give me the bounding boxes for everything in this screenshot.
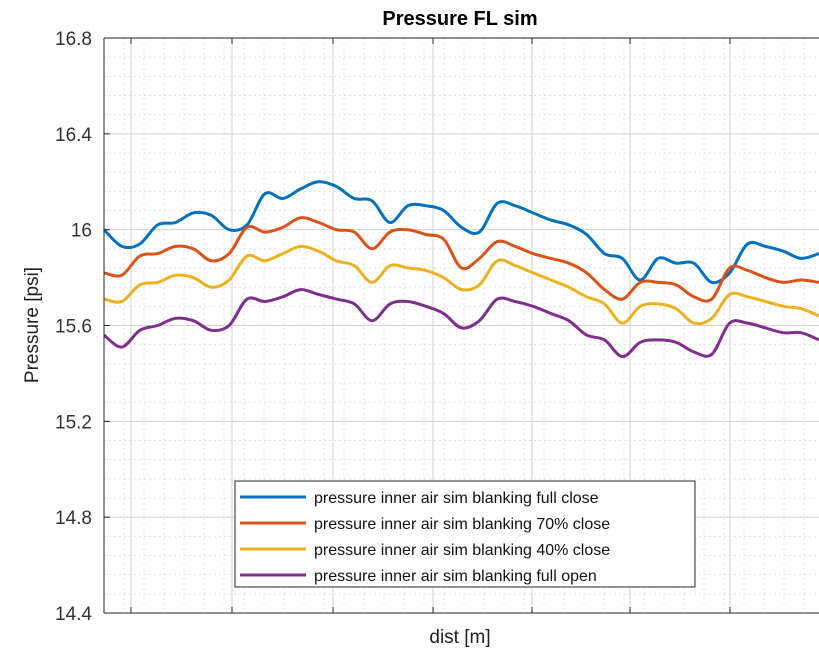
- y-tick-label: 14.4: [55, 604, 92, 625]
- legend-label: pressure inner air sim blanking 70% clos…: [314, 516, 610, 533]
- legend-box: [234, 480, 696, 588]
- y-tick-label: 16.8: [55, 29, 92, 50]
- y-tick-label: 14.8: [55, 508, 92, 529]
- axes: [103, 37, 819, 614]
- y-tick-label: 15.6: [55, 317, 92, 338]
- y-tick-label: 15.2: [55, 412, 92, 433]
- legend-label: pressure inner air sim blanking 40% clos…: [314, 542, 610, 559]
- series-line-4: [103, 288, 819, 359]
- grid-lines: [104, 37, 819, 614]
- y-axis-label: Pressure [psi]: [22, 267, 43, 383]
- series-line-2: [103, 216, 819, 303]
- chart-title: Pressure FL sim: [382, 8, 537, 30]
- legend-label: pressure inner air sim blanking full ope…: [314, 568, 597, 585]
- series-lines: [102, 180, 819, 359]
- x-axis-label: dist [m]: [429, 627, 490, 648]
- y-tick-label: 16.4: [55, 125, 92, 146]
- legend: pressure inner air sim blanking full clo…: [234, 480, 696, 588]
- y-tick-labels: 14.4 14.8 15.2 15.6 16 16.4 16.8: [55, 29, 92, 625]
- legend-label: pressure inner air sim blanking full clo…: [314, 490, 599, 507]
- series-line-3: [103, 244, 819, 326]
- series-line-1: [102, 180, 819, 285]
- y-tick-label: 16: [71, 221, 92, 242]
